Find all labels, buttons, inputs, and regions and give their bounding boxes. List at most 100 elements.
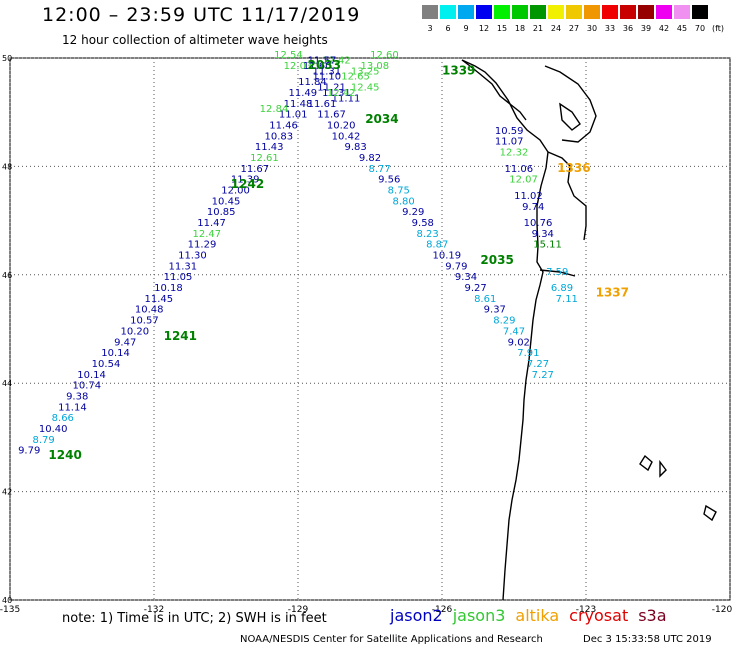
wave-height-label: 9.47 [114,337,136,348]
lat-tick-label: 46 [2,271,12,280]
scale-swatch [566,5,582,19]
wave-height-label: 10.42 [332,131,361,142]
wave-height-label: 8.77 [368,164,390,175]
coastline-islands-5 [703,504,717,522]
wave-height-label: 11.31 [168,261,197,272]
wave-height-label: 11.02 [514,191,543,202]
wave-height-label: 7.59 [546,267,568,278]
scale-label: 6 [445,24,451,33]
wave-height-label: 10.45 [212,196,241,207]
wave-height-label: 9.83 [344,142,366,153]
satellite-legend: jason2 jason3 altika cryosat s3a [390,606,677,625]
wave-height-label: 12.07 [509,175,538,186]
coastline-islands-4 [659,459,667,478]
scale-swatch [674,5,690,19]
coastline-puget-sound [547,151,587,241]
wave-height-label: 12.42 [327,88,356,99]
pass-id-label: 1241 [164,329,197,343]
wave-height-label: 11.84 [298,77,327,88]
scale-swatch [656,5,672,19]
scale-label: 36 [622,24,634,33]
satellite-altika: altika [515,606,560,625]
wave-height-label: 11.67 [240,164,269,175]
wave-height-label: 12.84 [260,104,289,115]
wave-height-label: 10.40 [39,424,68,435]
wave-height-label: 12.03 [284,61,313,72]
wave-height-label: 10.18 [154,283,183,294]
wave-height-label: 6.89 [551,283,573,294]
wave-height-label: 8.79 [32,435,54,446]
scale-swatch [584,5,600,19]
credit-timestamp: Dec 3 15:33:58 UTC 2019 [583,634,712,645]
wave-height-label: 10.14 [77,370,106,381]
lat-tick-label: 44 [2,379,12,388]
wave-height-label: 7.27 [527,359,549,370]
wave-height-label: 9.56 [378,175,400,186]
map-subtitle: 12 hour collection of altimeter wave hei… [62,33,328,47]
wave-height-label: 11.30 [178,251,207,262]
wave-height-label: 11.29 [188,240,217,251]
pass-id-label: 1240 [48,448,81,462]
scale-label: 39 [640,24,652,33]
wave-height-label: 10.83 [264,131,293,142]
map-title: 12:00 – 23:59 UTC 11/17/2019 [42,4,361,26]
scale-swatch [602,5,618,19]
wave-height-label: 8.66 [52,413,74,424]
wave-height-label: 11.06 [504,164,533,175]
scale-label: 9 [463,24,469,33]
wave-height-label: 10.76 [524,218,553,229]
wave-height-label: 12.54 [274,50,303,61]
wave-height-label: 11.60 [303,61,332,72]
wave-height-label: 11.07 [495,137,524,148]
wave-height-label: 9.74 [522,202,544,213]
wave-height-label: 9.82 [359,153,381,164]
lon-tick-label: -135 [0,605,20,615]
wave-height-label: 11.67 [317,110,346,121]
wave-height-label: 10.14 [101,348,130,359]
wave-height-label: 11.31 [322,88,351,99]
wave-height-label: 12.65 [341,72,370,83]
wave-height-label: 10.19 [432,251,461,262]
wave-height-label: 8.80 [392,196,414,207]
wave-height-label: 11.46 [269,120,298,131]
wave-height-label: 9.34 [532,229,554,240]
wave-height-label: 11.47 [197,218,226,229]
wave-height-label: 12.47 [192,229,221,240]
scale-label: 33 [604,24,616,33]
lat-tick-label: 50 [2,54,12,63]
lat-tick-label: 42 [2,488,12,497]
wave-height-label: 11.39 [231,175,260,186]
wave-height-label: 10.20 [120,326,149,337]
lon-tick-label: -132 [144,605,164,615]
wave-height-label: 12.42 [322,55,351,66]
pass-labels: 1240 1241 1242 2033 2034 2035 1336 1337 1339 [48,58,629,462]
pass-id-label: 1242 [231,177,264,191]
lon-tick-label: -123 [576,605,596,615]
scale-label: 30 [586,24,598,33]
wave-height-label: 9.27 [464,283,486,294]
scale-swatch [458,5,474,19]
wave-height-label: 9.02 [508,337,530,348]
scale-label: 3 [427,24,433,33]
scale-label: 12 [478,24,490,33]
wave-height-label: 9.58 [412,218,434,229]
wave-height-label: 10.59 [495,126,524,137]
wave-height-label: 11.61 [308,99,337,110]
map-grid [9,57,731,601]
scale-swatch [494,5,510,19]
wave-height-label: 11.14 [58,402,87,413]
scale-label: 15 [496,24,508,33]
wave-height-label: 9.34 [455,272,477,283]
scale-swatch [530,5,546,19]
lon-tick-label: -126 [432,605,453,615]
scale-swatch [440,5,456,19]
satellite-s3a: s3a [638,606,667,625]
pass-id-label: 2033 [308,58,341,72]
wave-height-label: 13.08 [360,61,389,72]
pass-id-label: 1336 [557,161,590,175]
wave-height-label: 13.25 [351,66,380,77]
coastline-islands-2 [559,102,581,131]
coastline-islands-1 [544,65,597,143]
scale-label: 21 [532,24,544,33]
